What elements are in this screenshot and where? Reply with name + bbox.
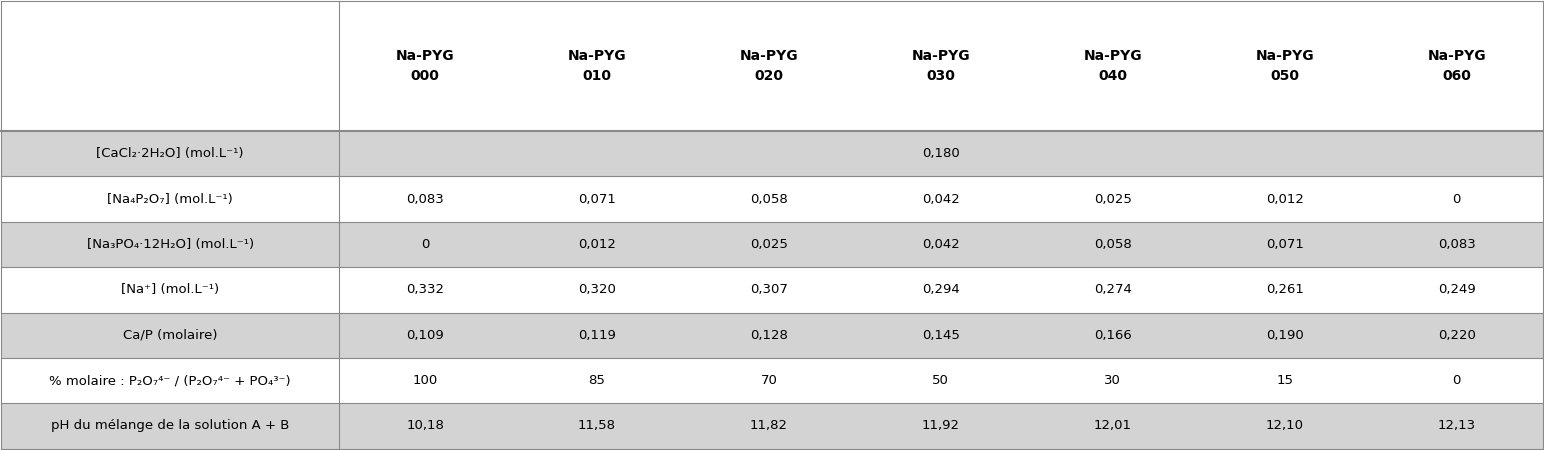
Text: Na-PYG
060: Na-PYG 060	[1427, 50, 1485, 83]
Text: 70: 70	[761, 374, 777, 387]
Bar	[2, 176, 1542, 222]
Text: 11,82: 11,82	[750, 419, 787, 432]
Text: 0,083: 0,083	[1437, 238, 1476, 251]
Text: 0: 0	[1453, 374, 1461, 387]
Text: 12,10: 12,10	[1266, 419, 1303, 432]
Text: 0,083: 0,083	[406, 193, 445, 206]
Text: [Na₃PO₄·12H₂O] (mol.L⁻¹): [Na₃PO₄·12H₂O] (mol.L⁻¹)	[86, 238, 253, 251]
Text: 12,13: 12,13	[1437, 419, 1476, 432]
Text: 85: 85	[588, 374, 605, 387]
Text: [Na₄P₂O₇] (mol.L⁻¹): [Na₄P₂O₇] (mol.L⁻¹)	[108, 193, 233, 206]
Text: [Na⁺] (mol.L⁻¹): [Na⁺] (mol.L⁻¹)	[120, 284, 219, 296]
Text: 50: 50	[933, 374, 950, 387]
Text: 0,058: 0,058	[1093, 238, 1132, 251]
Bar	[2, 131, 1542, 176]
Text: Na-PYG
040: Na-PYG 040	[1084, 50, 1143, 83]
Text: 0,320: 0,320	[577, 284, 616, 296]
Text: 0,109: 0,109	[406, 328, 445, 342]
Text: [CaCl₂·2H₂O] (mol.L⁻¹): [CaCl₂·2H₂O] (mol.L⁻¹)	[96, 147, 244, 160]
Text: Ca/P (molaire): Ca/P (molaire)	[124, 328, 218, 342]
Bar	[2, 1, 1542, 131]
Text: 0,220: 0,220	[1437, 328, 1476, 342]
Text: 0,332: 0,332	[406, 284, 445, 296]
Text: 0,025: 0,025	[750, 238, 787, 251]
Text: pH du mélange de la solution A + B: pH du mélange de la solution A + B	[51, 419, 289, 432]
Text: 0,145: 0,145	[922, 328, 960, 342]
Text: 12,01: 12,01	[1093, 419, 1132, 432]
Text: 0,261: 0,261	[1266, 284, 1303, 296]
Text: 0,128: 0,128	[750, 328, 787, 342]
Bar	[2, 222, 1542, 267]
Text: 0,294: 0,294	[922, 284, 960, 296]
Text: 11,92: 11,92	[922, 419, 960, 432]
Text: 0,071: 0,071	[1266, 238, 1303, 251]
Text: 0: 0	[422, 238, 429, 251]
Text: Na-PYG
000: Na-PYG 000	[395, 50, 454, 83]
Text: 0,071: 0,071	[577, 193, 616, 206]
Text: 0,274: 0,274	[1093, 284, 1132, 296]
Text: Na-PYG
050: Na-PYG 050	[1255, 50, 1314, 83]
Bar	[2, 312, 1542, 358]
Text: 100: 100	[412, 374, 437, 387]
Bar	[2, 358, 1542, 403]
Bar	[2, 267, 1542, 312]
Text: 11,58: 11,58	[577, 419, 616, 432]
Text: 0,180: 0,180	[922, 147, 960, 160]
Text: 0,307: 0,307	[750, 284, 787, 296]
Text: 15: 15	[1277, 374, 1294, 387]
Text: 0,119: 0,119	[577, 328, 616, 342]
Text: 30: 30	[1104, 374, 1121, 387]
Text: 0,249: 0,249	[1437, 284, 1476, 296]
Text: 0,042: 0,042	[922, 238, 960, 251]
Text: % molaire : P₂O₇⁴⁻ / (P₂O₇⁴⁻ + PO₄³⁻): % molaire : P₂O₇⁴⁻ / (P₂O₇⁴⁻ + PO₄³⁻)	[49, 374, 292, 387]
Text: Na-PYG
010: Na-PYG 010	[568, 50, 627, 83]
Text: 0,012: 0,012	[1266, 193, 1303, 206]
Text: 10,18: 10,18	[406, 419, 445, 432]
Text: 0,012: 0,012	[577, 238, 616, 251]
Text: 0,166: 0,166	[1093, 328, 1132, 342]
Text: 0,190: 0,190	[1266, 328, 1303, 342]
Text: 0: 0	[1453, 193, 1461, 206]
Text: 0,042: 0,042	[922, 193, 960, 206]
Text: Na-PYG
030: Na-PYG 030	[911, 50, 970, 83]
Text: 0,058: 0,058	[750, 193, 787, 206]
Text: Na-PYG
020: Na-PYG 020	[740, 50, 798, 83]
Bar	[2, 403, 1542, 449]
Text: 0,025: 0,025	[1093, 193, 1132, 206]
